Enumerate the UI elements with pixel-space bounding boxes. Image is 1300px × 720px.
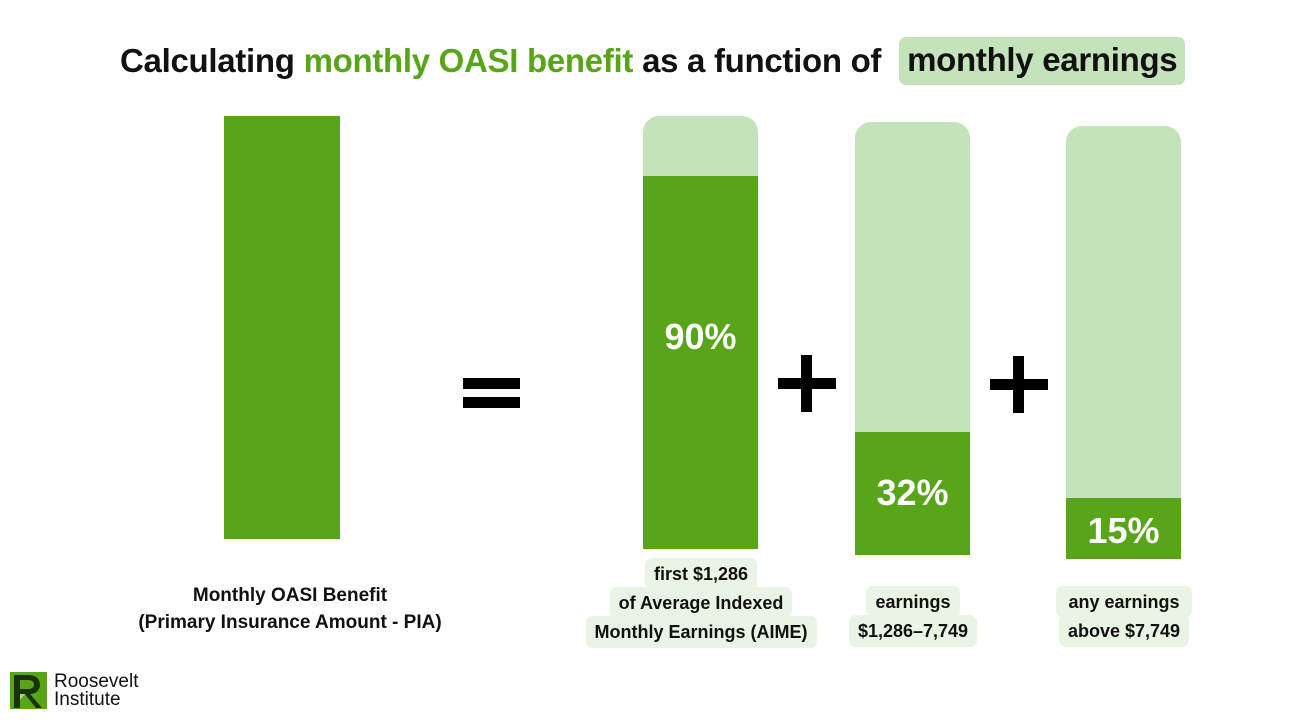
bracket-caption-90: first $1,286 of Average Indexed Monthly … [570,558,832,648]
bracket-bar-15-filled: 15% [1066,498,1181,559]
bracket-bar-15-unfilled [1066,126,1181,498]
bracket-percent-90: 90% [664,316,737,357]
roosevelt-institute-logo: Roosevelt Institute [10,672,139,709]
bracket-caption-90-line1: first $1,286 [644,558,758,590]
pia-caption-line1: Monthly OASI Benefit [192,585,388,606]
bracket-bar-15: 15% [1066,126,1181,559]
bracket-caption-15-line2: above $7,749 [1058,615,1190,647]
bracket-caption-15: any earnings above $7,749 [1034,586,1214,647]
title-highlight-earnings: monthly earnings [899,37,1186,85]
roosevelt-r-logo-icon [10,672,47,709]
bracket-caption-32-line1: earnings [866,586,960,618]
title-part1: Calculating [120,42,295,79]
plus-icon [990,356,1048,413]
bracket-bar-90-unfilled [643,116,758,176]
page-title: Calculating monthly OASI benefit as a fu… [120,36,1186,86]
bracket-caption-32: earnings $1,286–7,749 [822,586,1004,647]
bracket-bar-90: 90% [643,116,758,549]
equals-icon [463,378,520,408]
bracket-bar-32: 32% [855,122,970,555]
bracket-caption-90-line2: of Average Indexed [609,587,793,619]
bracket-bar-32-unfilled [855,122,970,432]
logo-line2: Institute [54,688,121,710]
bracket-bar-90-filled: 90% [643,176,758,549]
bracket-percent-32: 32% [876,472,949,513]
logo-line1: Roosevelt [54,670,139,692]
plus-icon [778,355,836,412]
bracket-bar-32-filled: 32% [855,432,970,555]
pia-caption-line2: (Primary Insurance Amount - PIA) [138,612,442,633]
logo-text: Roosevelt Institute [54,670,139,710]
bracket-caption-15-line1: any earnings [1056,586,1192,618]
bracket-percent-15: 15% [1087,510,1160,551]
pia-bar [224,116,340,539]
title-part2: as a function of [642,42,882,79]
pia-caption: Monthly OASI Benefit (Primary Insurance … [90,582,490,636]
bracket-caption-90-line3: Monthly Earnings (AIME) [585,616,817,648]
bracket-caption-32-line2: $1,286–7,749 [848,615,978,647]
title-highlight-benefit: monthly OASI benefit [303,42,634,79]
